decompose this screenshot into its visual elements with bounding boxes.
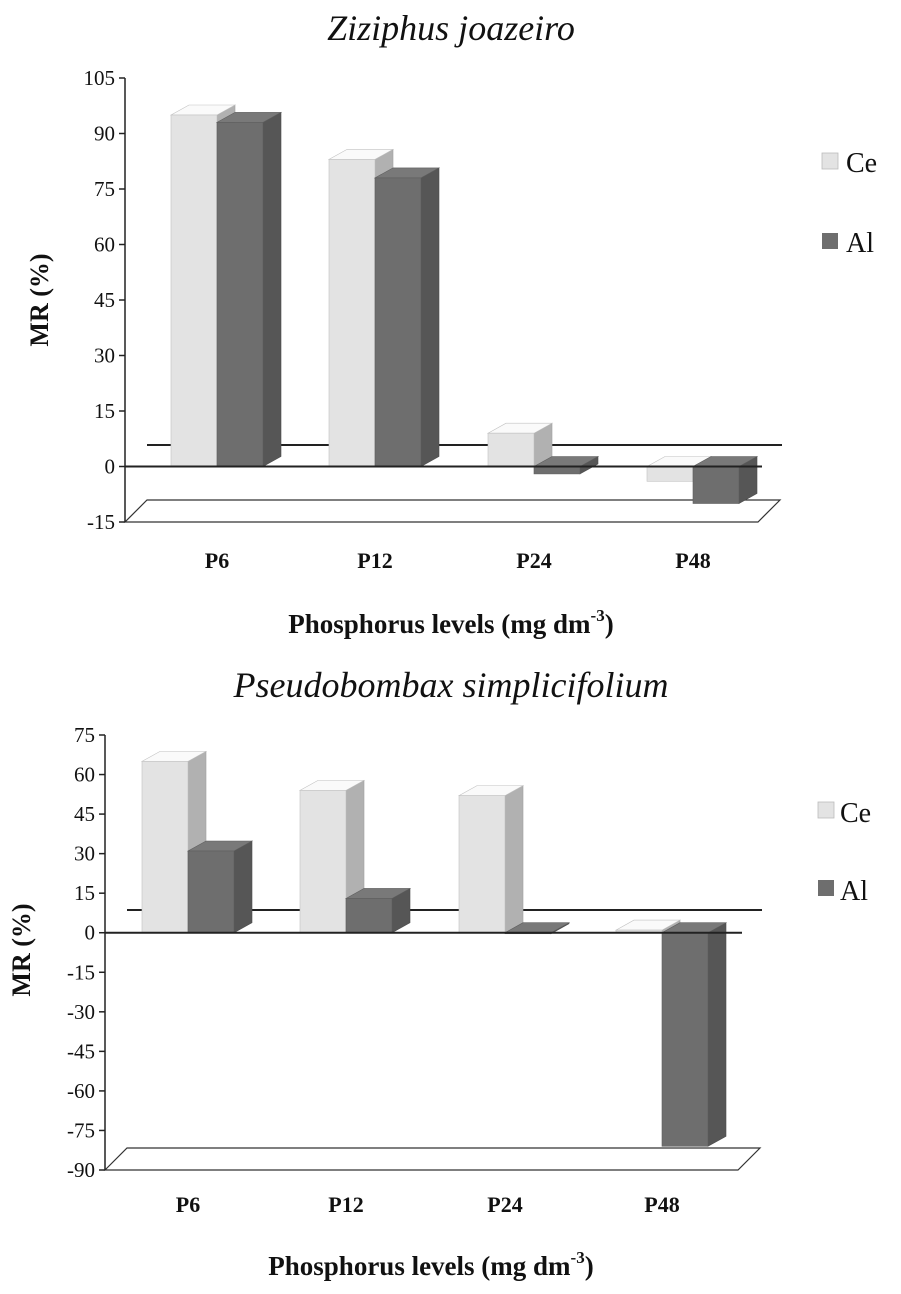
bar-side <box>233 840 253 934</box>
chart-title: Ziziphus joazeiro <box>327 8 575 48</box>
bar-front <box>458 795 506 934</box>
y-tick-label: 60 <box>94 233 115 257</box>
bar-front <box>533 466 581 475</box>
bar-side <box>420 167 440 468</box>
x-axis-label-end: ) <box>605 609 614 639</box>
bar-ce-p48 <box>614 919 682 934</box>
bar-front <box>299 790 347 934</box>
bar-front <box>692 466 740 504</box>
bar-side <box>262 111 282 468</box>
bar-front <box>216 122 264 467</box>
chart-pseudobombax: Pseudobombax simplicifolium 75 60 45 30 15 0 -… <box>7 665 871 1281</box>
bar-al-p12 <box>373 167 441 468</box>
bar-al-p6 <box>215 111 283 468</box>
plot-area: 75 60 45 30 15 0 -15 -30 -45 -60 -75 -90 P6 P12 P24 P48 <box>67 723 762 1217</box>
x-axis-label: Phosphorus levels (mg dm-3) <box>288 606 613 639</box>
bar-front <box>141 761 189 934</box>
y-tick-label: 60 <box>74 763 95 787</box>
y-tick-label: 0 <box>105 455 116 479</box>
y-tick-label: -45 <box>67 1039 95 1063</box>
x-tick-label: P24 <box>516 548 551 573</box>
bar-al-p48 <box>691 455 759 505</box>
legend-label-al: Al <box>846 228 874 259</box>
legend-swatch-ce <box>821 152 839 170</box>
y-tick-label: 75 <box>94 177 115 201</box>
legend-swatch-al <box>822 233 838 249</box>
y-tick-label: 30 <box>94 344 115 368</box>
bar-al-p12 <box>344 887 412 934</box>
chart-title: Pseudobombax simplicifolium <box>233 665 669 705</box>
legend-swatch-ce <box>817 801 835 819</box>
y-tick-label: 15 <box>74 881 95 905</box>
floor-plane <box>103 1147 762 1171</box>
bar-front <box>170 114 218 467</box>
y-tick-label: 45 <box>74 802 95 826</box>
y-tick-label: 0 <box>85 921 96 945</box>
y-tick-label: 15 <box>94 399 115 423</box>
bar-front <box>187 850 235 934</box>
y-tick-label: 75 <box>74 723 95 747</box>
y-tick-label: -90 <box>67 1158 95 1182</box>
bar-side <box>504 785 524 934</box>
y-tick-label: -60 <box>67 1079 95 1103</box>
y-tick-label: -75 <box>67 1118 95 1142</box>
bar-al-p6 <box>186 840 254 934</box>
plot-area: 105 90 75 60 45 30 15 0 -15 P6 P12 P24 P48 <box>84 66 782 573</box>
legend: Ce Al <box>821 148 877 259</box>
y-axis-label: MR (%) <box>25 253 54 346</box>
floor-plane <box>123 499 782 523</box>
bar-al-p48 <box>660 922 728 1147</box>
bar-ce-p24 <box>457 785 525 934</box>
x-tick-label: P48 <box>644 1192 679 1217</box>
y-axis-label: MR (%) <box>7 903 36 996</box>
legend-swatch-al <box>818 880 834 896</box>
y-tick-label: 105 <box>84 66 116 90</box>
legend-label-al: Al <box>840 876 868 907</box>
x-tick-label: P24 <box>487 1192 522 1217</box>
y-tick-label: -15 <box>87 510 115 534</box>
bar-ce-p12 <box>298 779 366 934</box>
bar-front <box>345 898 393 934</box>
x-axis-label: Phosphorus levels (mg dm-3) <box>268 1248 593 1281</box>
x-tick-label: P12 <box>328 1192 363 1217</box>
bar-front <box>374 177 422 467</box>
x-axis-label-text: Phosphorus levels (mg dm <box>288 609 591 639</box>
x-tick-label: P12 <box>357 548 392 573</box>
x-axis-label-text: Phosphorus levels (mg dm <box>268 1251 571 1281</box>
legend: Ce Al <box>817 798 871 907</box>
y-tick-label: -15 <box>67 960 95 984</box>
bar-front <box>646 466 694 482</box>
bar-side <box>707 922 727 1147</box>
chart-ziziphus: Ziziphus joazeiro 105 90 75 60 45 30 15 0 -15 P6 P… <box>25 8 877 639</box>
x-tick-label: P6 <box>205 548 229 573</box>
bar-ce-p24 <box>486 422 554 468</box>
legend-label-ce: Ce <box>840 798 871 829</box>
y-tick-label: 30 <box>74 842 95 866</box>
y-tick-label: 90 <box>94 122 115 146</box>
x-tick-label: P48 <box>675 548 710 573</box>
y-tick-label: -30 <box>67 1000 95 1024</box>
x-axis-label-sup: -3 <box>571 1248 585 1267</box>
y-tick-label: 45 <box>94 288 115 312</box>
bar-front <box>328 159 376 467</box>
x-tick-label: P6 <box>176 1192 200 1217</box>
bar-front <box>487 432 535 467</box>
x-axis-label-end: ) <box>585 1251 594 1281</box>
bar-front <box>661 932 709 1147</box>
legend-label-ce: Ce <box>846 148 877 179</box>
x-axis-label-sup: -3 <box>591 606 605 625</box>
bar-al-p24 <box>532 455 600 475</box>
